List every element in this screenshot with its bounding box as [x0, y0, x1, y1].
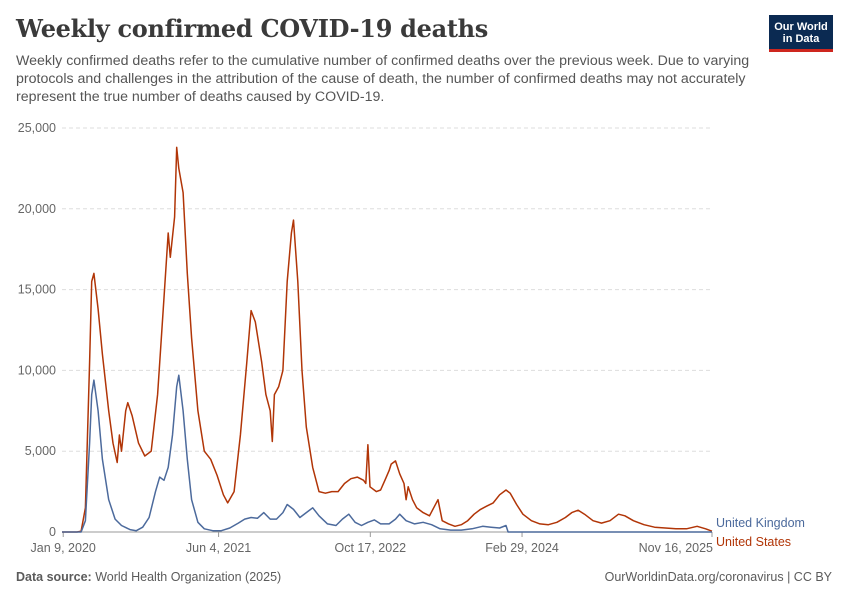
legend-label-united-kingdom[interactable]: United Kingdom: [716, 516, 805, 530]
legend: United States United Kingdom: [716, 516, 805, 549]
y-tick-label: 20,000: [18, 202, 56, 216]
y-tick-label: 25,000: [18, 121, 56, 135]
logo-line1: Our World: [774, 21, 828, 33]
x-tick-label: Jun 4, 2021: [186, 541, 251, 555]
logo-accent-bar: [769, 49, 833, 52]
x-tick-label: Nov 16, 2025: [639, 541, 713, 555]
series-line-united-kingdom[interactable]: [62, 374, 712, 533]
chart-title: Weekly confirmed COVID-19 deaths: [16, 14, 488, 43]
series-line-united-states[interactable]: [62, 146, 713, 533]
y-tick-label: 5,000: [25, 444, 56, 458]
y-axis-ticks: 0 5,000 10,000 15,000 20,000 25,000: [18, 121, 56, 539]
data-source: Data source: World Health Organization (…: [16, 570, 281, 584]
data-source-label: Data source:: [16, 570, 92, 584]
y-tick-label: 10,000: [18, 363, 56, 377]
series-lines: [62, 146, 713, 533]
footer-link[interactable]: OurWorldinData.org/coronavirus | CC BY: [604, 570, 832, 584]
y-tick-label: 15,000: [18, 283, 56, 297]
y-tick-label: 0: [49, 525, 56, 539]
gridlines: [62, 127, 712, 533]
x-tick-label: Oct 17, 2022: [335, 541, 407, 555]
logo-line2: in Data: [782, 33, 820, 45]
owid-logo[interactable]: Our World in Data: [769, 15, 833, 52]
x-axis-ticks: Jan 9, 2020 Jun 4, 2021 Oct 17, 2022 Feb 29…: [31, 532, 713, 555]
data-source-text: World Health Organization (2025): [95, 570, 282, 584]
x-tick-label: Jan 9, 2020: [31, 541, 96, 555]
legend-label-united-states[interactable]: United States: [716, 535, 791, 549]
chart-subtitle: Weekly confirmed deaths refer to the cum…: [16, 53, 750, 105]
x-tick-label: Feb 29, 2024: [485, 541, 559, 555]
